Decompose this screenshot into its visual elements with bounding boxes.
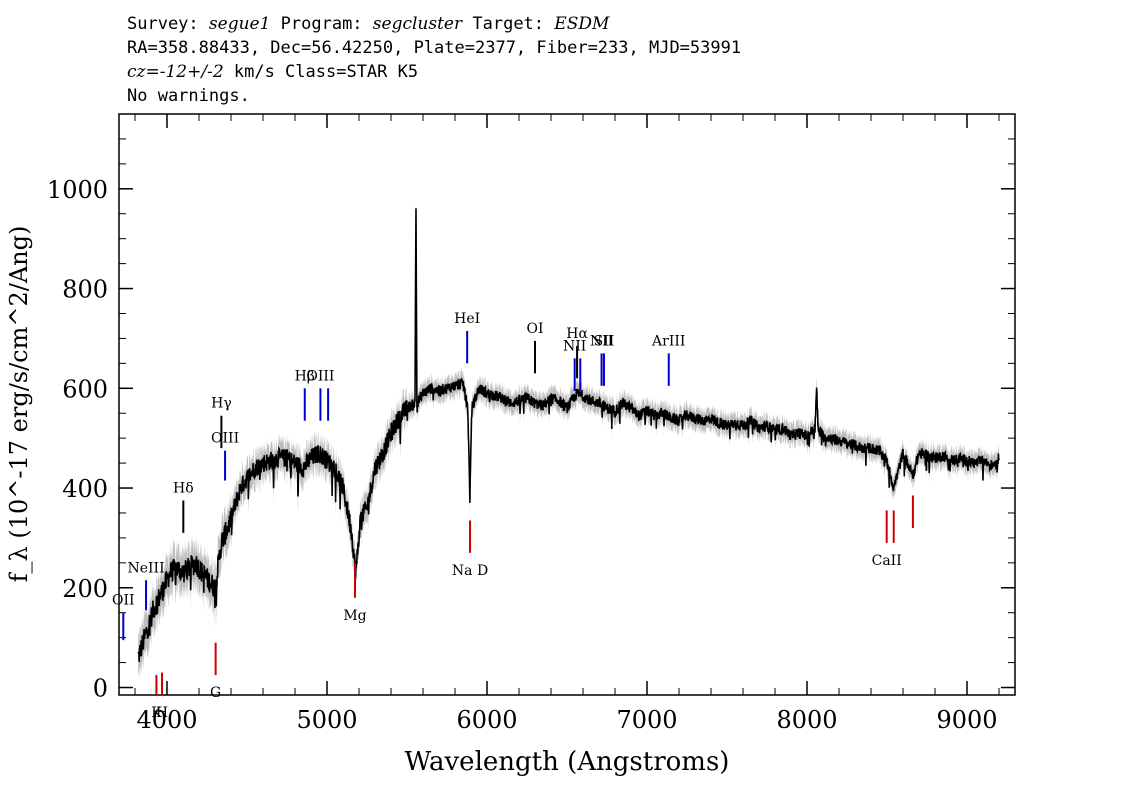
flux-error-band: [138, 198, 999, 682]
line-marker-label: Hβ: [295, 368, 315, 384]
y-tick-label: 1000: [47, 176, 108, 204]
line-marker-label: Hδ: [173, 481, 194, 497]
x-tick-label: 7000: [616, 706, 677, 734]
survey-label: Survey:: [127, 14, 199, 34]
line-marker-label: Hγ: [211, 396, 232, 412]
program-value: segcluster: [372, 14, 463, 34]
x-tick-label: 5000: [296, 706, 357, 734]
line-marker-label: OI: [526, 321, 543, 337]
y-tick-label: 0: [93, 675, 108, 703]
header-line-1: Survey: segue1 Program: segcluster Targe…: [127, 12, 741, 36]
line-marker-label: ArIII: [651, 333, 685, 349]
survey-value: segue1: [208, 14, 271, 34]
line-marker-label: K: [151, 705, 162, 721]
x-tick-label: 9000: [936, 706, 997, 734]
line-marker-label: Mg: [343, 608, 366, 624]
y-tick-label: 400: [62, 475, 108, 503]
y-tick-label: 800: [62, 276, 108, 304]
line-marker-label: OII: [112, 593, 135, 609]
spectrum-header: Survey: segue1 Program: segcluster Targe…: [127, 12, 741, 108]
y-axis-label: f_λ (10^-17 erg/s/cm^2/Ang): [5, 226, 33, 583]
line-marker-label: H: [156, 705, 168, 721]
header-line-4: No warnings.: [127, 86, 250, 106]
line-marker-label: HeI: [454, 311, 480, 327]
line-marker-label: G: [210, 685, 221, 701]
line-marker-label: Hα: [566, 326, 588, 342]
x-tick-label: 6000: [456, 706, 517, 734]
line-marker-label: Na D: [452, 563, 488, 579]
program-label: Program:: [280, 14, 363, 34]
line-marker-label: CaII: [872, 553, 902, 569]
class-value: km/s Class=STAR K5: [223, 62, 419, 82]
line-marker-label: NII: [590, 333, 613, 349]
y-tick-label: 200: [62, 575, 108, 603]
line-marker-label: SII: [594, 333, 615, 349]
header-line-2: RA=358.88433, Dec=56.42250, Plate=2377, …: [127, 38, 742, 58]
redshift-value: cz=-12+/-2: [127, 62, 224, 82]
target-label: Target:: [472, 14, 545, 34]
axis-ticks: 4000 5000 6000 7000 8000 9000 0 200 400 600 800 100…: [47, 114, 1015, 734]
x-tick-label: 4000: [136, 706, 197, 734]
line-marker-label: NeIII: [127, 560, 164, 576]
x-tick-label: 8000: [776, 706, 837, 734]
x-axis-label: Wavelength (Angstroms): [405, 747, 730, 777]
target-value: ESDM: [554, 14, 610, 34]
plot-frame: [118, 113, 1016, 696]
flux-line: [137, 208, 1000, 662]
header-line-3: cz=-12+/-2 km/s Class=STAR K5: [127, 60, 741, 84]
line-marker-label: OIII: [211, 431, 239, 447]
line-marker-label: OIII: [306, 368, 334, 384]
line-marker-label: NII: [563, 338, 586, 354]
plot-body: [137, 198, 1000, 682]
y-tick-label: 600: [62, 375, 108, 403]
